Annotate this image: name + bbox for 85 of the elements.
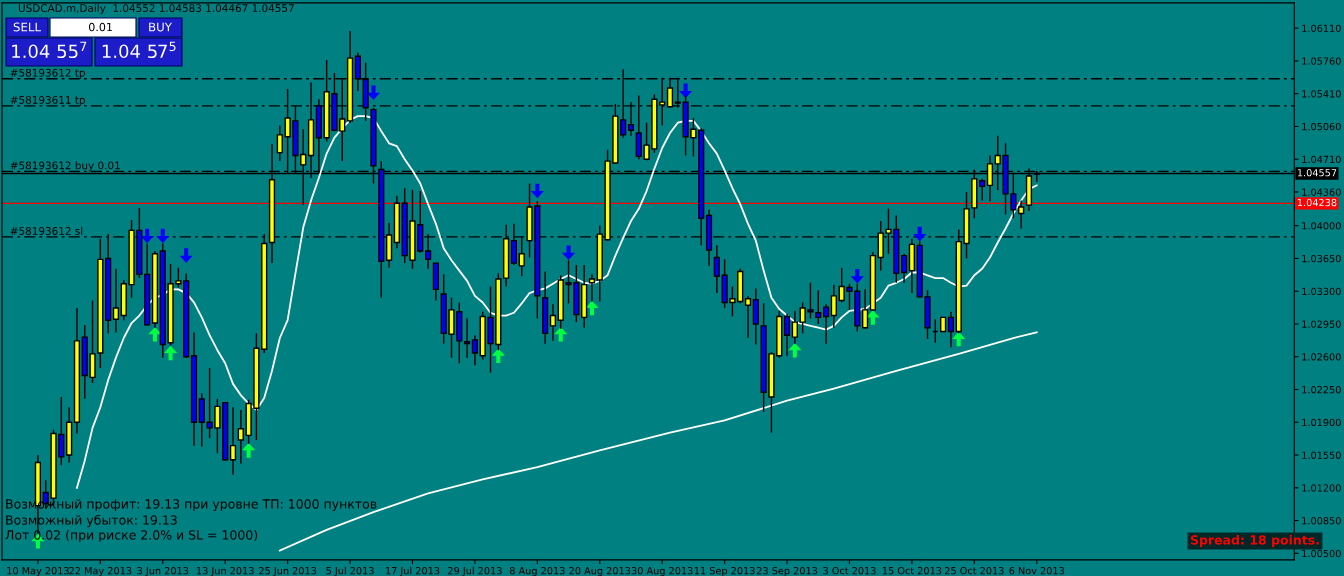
- x-tick-label: 22 May 2013: [69, 566, 132, 576]
- y-tick-label: 1.05760: [1302, 57, 1341, 65]
- candlestick: [471, 334, 479, 366]
- candlestick: [549, 303, 557, 342]
- point: [366, 85, 381, 101]
- y-tick-label: 1.01900: [1302, 418, 1341, 427]
- point: [164, 345, 178, 361]
- y-tick-label: 1.00850: [1302, 517, 1341, 525]
- x-tick-label: 8 Aug 2013: [509, 566, 565, 576]
- candlestick: [947, 311, 955, 349]
- point: [679, 83, 693, 99]
- x-tick-label: 29 Jul 2013: [448, 566, 502, 576]
- point: [585, 300, 599, 316]
- y-tick-label: 1.02950: [1302, 320, 1341, 328]
- candlestick: [822, 303, 830, 345]
- chart-title: USDCAD.m,Daily 1.04552 1.04583 1.04467 1.04557: [18, 3, 294, 15]
- candlestick: [791, 310, 798, 345]
- candlestick: [900, 253, 908, 284]
- x-tick-label: 3 Oct 2013: [823, 566, 876, 575]
- candlestick: [588, 273, 596, 303]
- candlestick: [783, 312, 791, 357]
- x-tick-label: 23 Sep 2013: [756, 566, 818, 576]
- y-tick-label: 1.01200: [1302, 484, 1341, 492]
- y-tick-label: 1.03300: [1302, 287, 1341, 296]
- annotation: SELL: [13, 22, 41, 32]
- point: [554, 326, 568, 342]
- y-tick-label: 1.00500: [1302, 549, 1341, 558]
- y-tick-label: 1.04710: [1302, 155, 1341, 164]
- y-tick-label: 1.05060: [1302, 122, 1341, 131]
- candlestick: [112, 268, 120, 334]
- ref-line-label: #58193611 tp: [10, 95, 85, 106]
- point: [140, 228, 154, 244]
- x-tick-label: 25 Jun 2013: [259, 566, 317, 576]
- annotation: BUY: [149, 22, 172, 32]
- annotation: 0.01: [88, 22, 112, 32]
- x-tick-label: 17 Jul 2013: [386, 566, 440, 576]
- annotation: 1.04 55$^{7}$: [12, 41, 87, 59]
- y-tick-label: 1.04000: [1302, 222, 1341, 230]
- point: [850, 268, 864, 284]
- y-tick-label: 1.02250: [1302, 385, 1341, 394]
- point: [148, 326, 162, 342]
- y-tick-label: 1.01550: [1302, 451, 1341, 459]
- x-tick-label: 13 Jun 2013: [197, 566, 254, 576]
- point: [561, 245, 576, 261]
- ref-line-label: 1.04238: [1297, 198, 1337, 207]
- ref-line-label: #58193612 buy 0.01: [10, 161, 120, 172]
- y-tick-label: 1.05410: [1302, 90, 1341, 98]
- x-tick-label: 6 Nov 2013: [1009, 566, 1065, 575]
- x-tick-label: 5 Jul 2013: [326, 566, 374, 576]
- point: [156, 228, 170, 244]
- line-series: [76, 115, 1038, 489]
- point: [491, 348, 505, 364]
- ref-line-label: #58193612 sl: [10, 226, 83, 235]
- point: [788, 342, 802, 358]
- y-tick-label: 1.06110: [1302, 24, 1341, 32]
- ref-line-label: #58193612 tp: [10, 68, 85, 79]
- candlestick: [463, 317, 471, 359]
- candlestick: [744, 295, 752, 339]
- candlestick: [1018, 199, 1025, 230]
- y-tick-label: 1.03650: [1302, 254, 1341, 263]
- ref-line-label: 1.04557: [1297, 169, 1337, 177]
- x-tick-label: 15 Oct 2013: [882, 566, 942, 575]
- x-tick-label: 20 Aug 2013: [569, 566, 631, 576]
- candlestick: [229, 406, 237, 476]
- candlestick: [861, 288, 869, 330]
- candlestick: [815, 289, 822, 325]
- x-tick-label: 3 Jun 2013: [137, 566, 189, 576]
- x-tick-label: 10 May 2013: [7, 566, 69, 576]
- x-tick-label: 30 Aug 2013: [631, 566, 693, 576]
- y-tick-label: 1.04360: [1302, 188, 1341, 196]
- point: [866, 310, 880, 325]
- point: [242, 443, 256, 458]
- x-tick-label: 11 Sep 2013: [694, 566, 755, 576]
- y-tick-label: 1.02600: [1302, 353, 1341, 361]
- candlestick: [979, 178, 986, 202]
- x-tick-label: 25 Oct 2013: [944, 566, 1004, 575]
- candlestick: [830, 283, 837, 329]
- point: [530, 183, 544, 199]
- annotation: 1.04 57$^{5}$: [102, 41, 176, 59]
- text: Spread: 18 points.: [1190, 534, 1319, 548]
- candlestick: [713, 244, 720, 294]
- point: [913, 226, 927, 242]
- point: [179, 248, 193, 263]
- point: [952, 331, 966, 347]
- candlestick: [276, 124, 283, 162]
